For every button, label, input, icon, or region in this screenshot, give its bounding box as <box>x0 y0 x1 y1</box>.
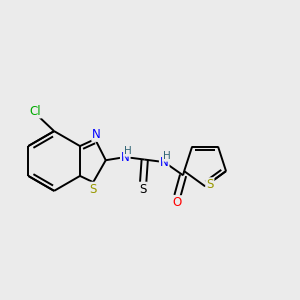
Text: S: S <box>89 183 97 196</box>
Text: H: H <box>124 146 132 156</box>
Text: N: N <box>160 156 169 169</box>
Text: O: O <box>173 196 182 209</box>
Text: H: H <box>163 151 171 161</box>
Text: Cl: Cl <box>29 104 41 118</box>
Text: N: N <box>121 151 130 164</box>
Text: S: S <box>206 178 214 191</box>
Text: N: N <box>92 128 101 141</box>
Text: S: S <box>140 183 147 196</box>
